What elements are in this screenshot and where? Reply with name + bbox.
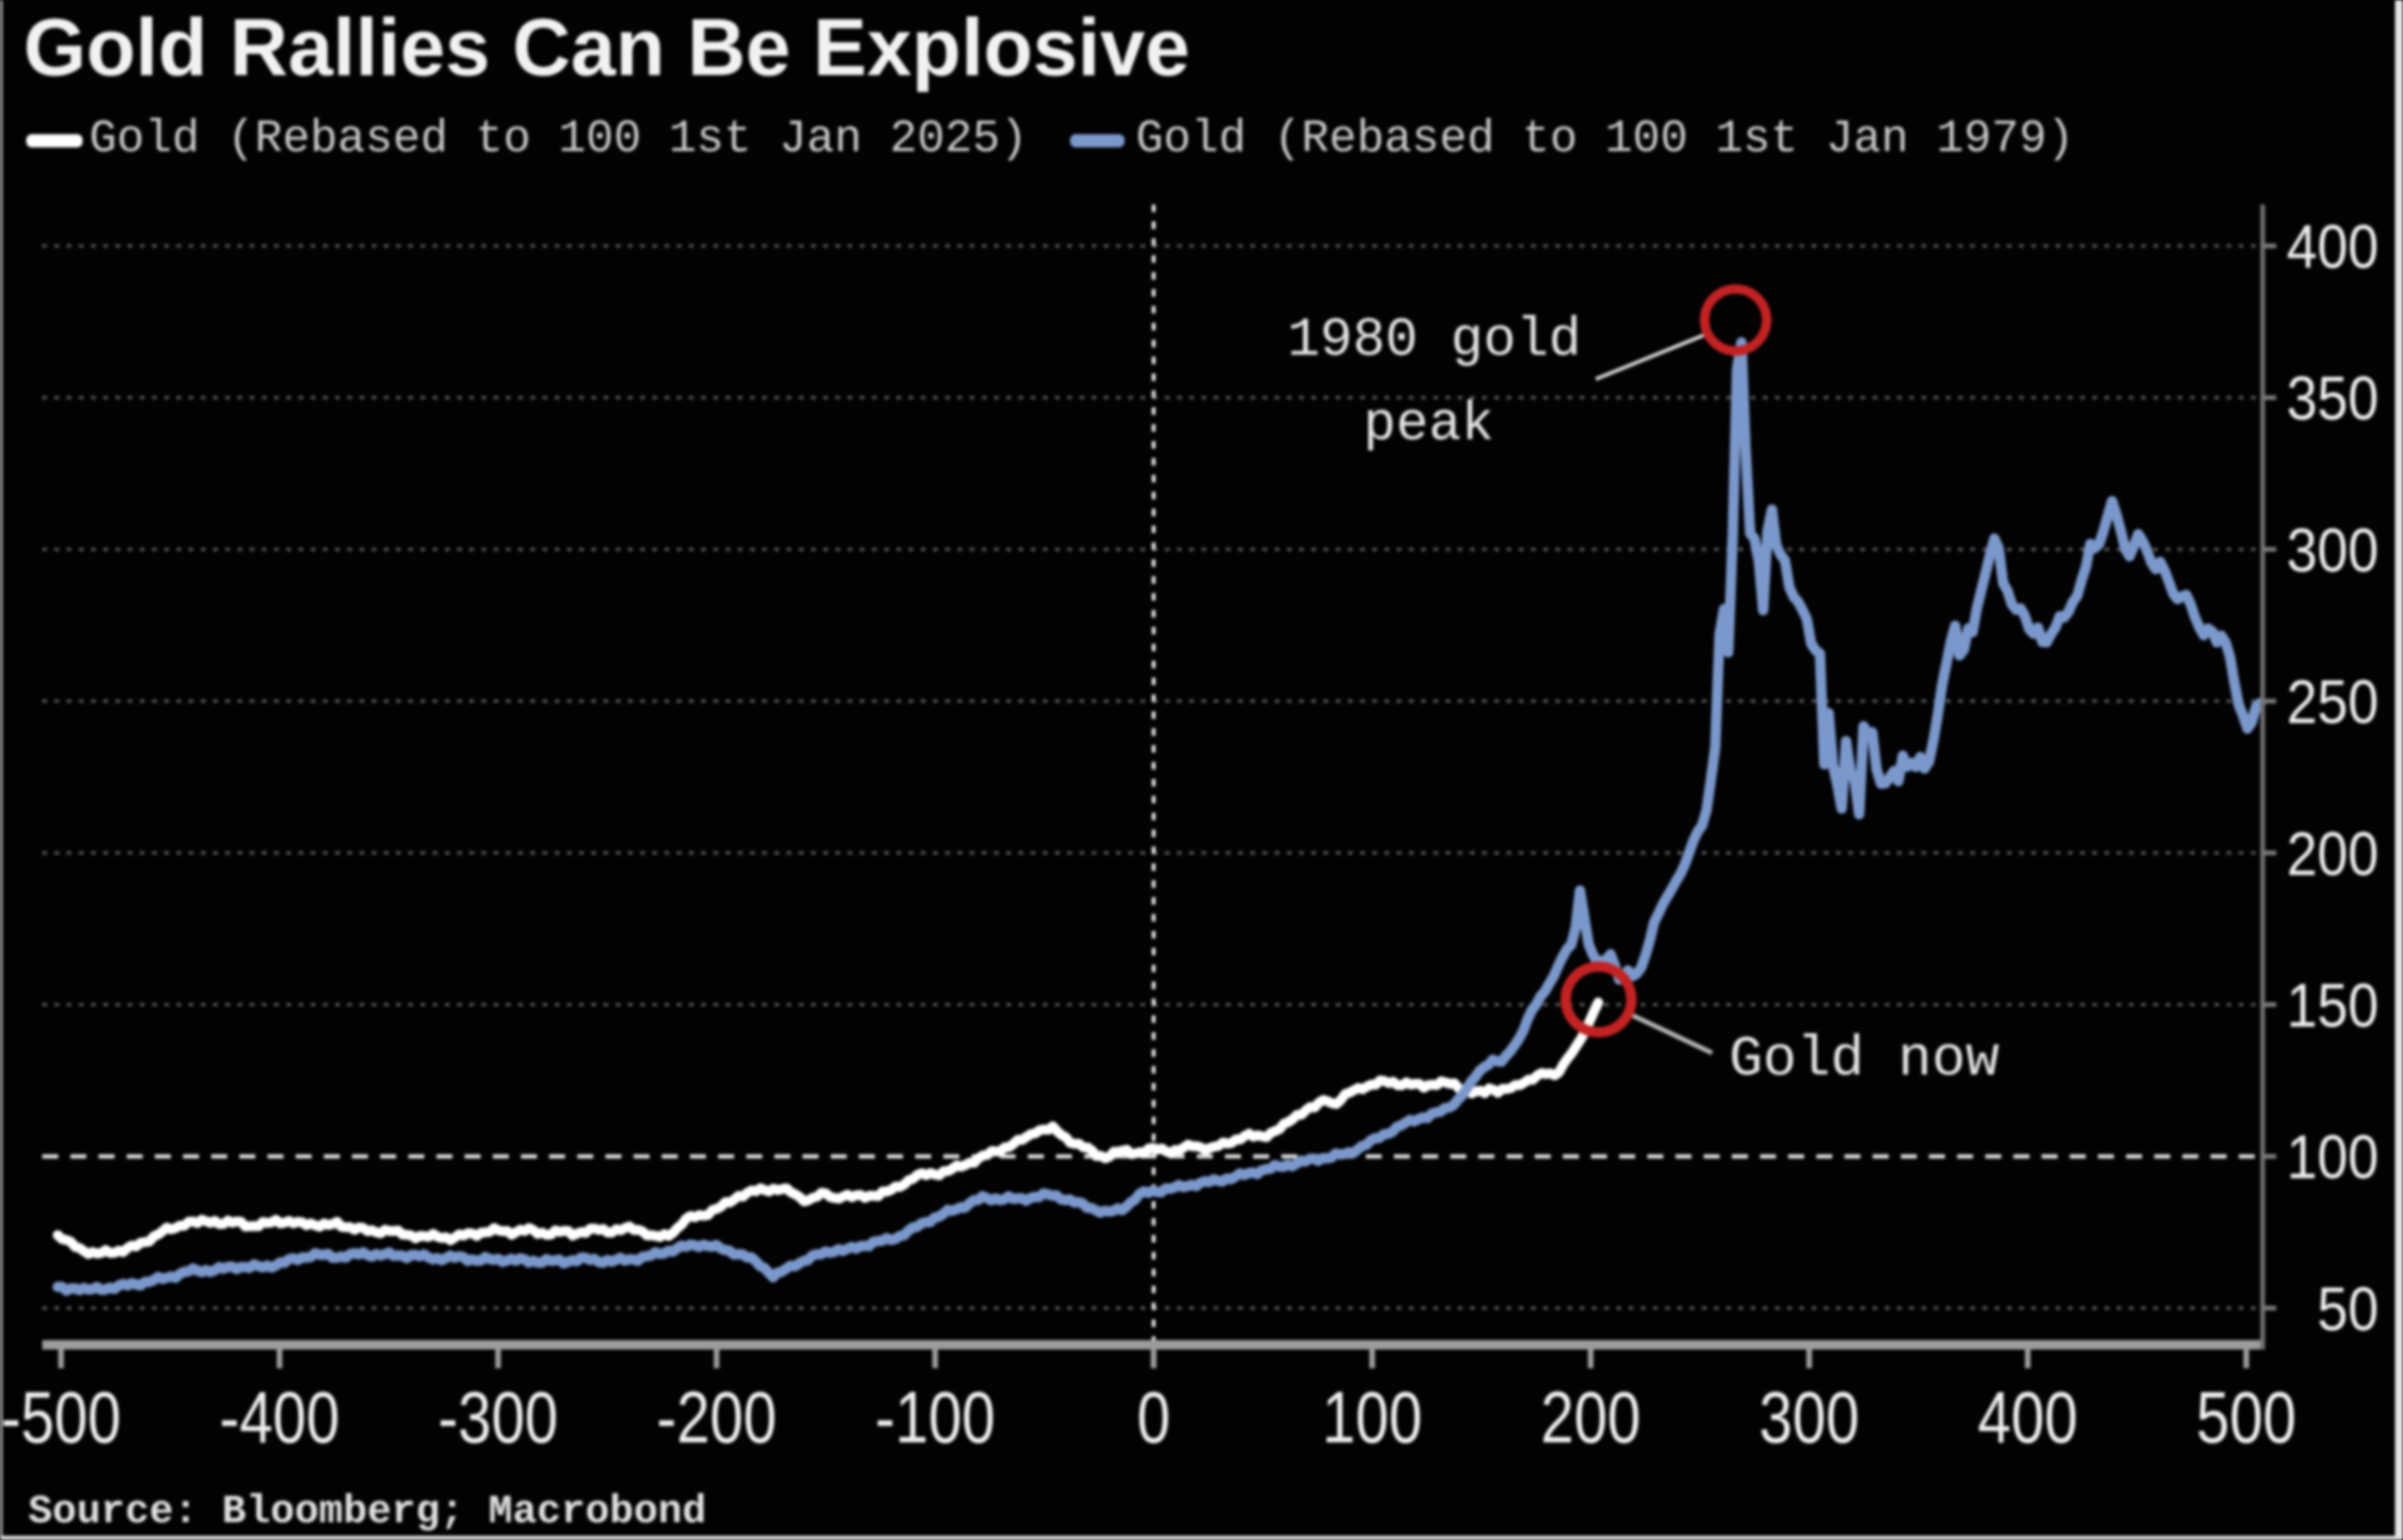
svg-text:-500: -500 (1, 1377, 121, 1458)
svg-text:400: 400 (2287, 212, 2379, 282)
svg-text:250: 250 (2287, 667, 2379, 737)
svg-text:Gold now: Gold now (1729, 1029, 1999, 1092)
svg-text:1980 gold: 1980 gold (1287, 311, 1581, 372)
svg-text:500: 500 (2196, 1377, 2297, 1458)
svg-text:-200: -200 (656, 1377, 776, 1458)
svg-text:-300: -300 (438, 1377, 559, 1458)
svg-text:Gold Rallies Can Be Explosive: Gold Rallies Can Be Explosive (23, 3, 1190, 93)
svg-text:0: 0 (1137, 1377, 1171, 1458)
svg-text:50: 50 (2318, 1274, 2379, 1344)
svg-text:150: 150 (2287, 971, 2379, 1041)
svg-text:200: 200 (2287, 819, 2379, 889)
svg-text:100: 100 (1322, 1377, 1422, 1458)
svg-text:-100: -100 (875, 1377, 995, 1458)
svg-text:350: 350 (2287, 364, 2379, 434)
svg-text:200: 200 (1540, 1377, 1641, 1458)
svg-text:peak: peak (1363, 395, 1493, 456)
svg-text:Gold (Rebased to 100 1st Jan 1: Gold (Rebased to 100 1st Jan 1979) (1136, 113, 2074, 165)
svg-text:100: 100 (2287, 1123, 2379, 1193)
svg-text:-400: -400 (220, 1377, 340, 1458)
svg-text:300: 300 (1759, 1377, 1860, 1458)
svg-text:300: 300 (2287, 516, 2379, 586)
svg-text:Source: Bloomberg; Macrobond: Source: Bloomberg; Macrobond (28, 1488, 707, 1534)
svg-text:400: 400 (1978, 1377, 2078, 1458)
svg-text:Gold (Rebased to 100 1st Jan 2: Gold (Rebased to 100 1st Jan 2025) (89, 113, 1028, 165)
